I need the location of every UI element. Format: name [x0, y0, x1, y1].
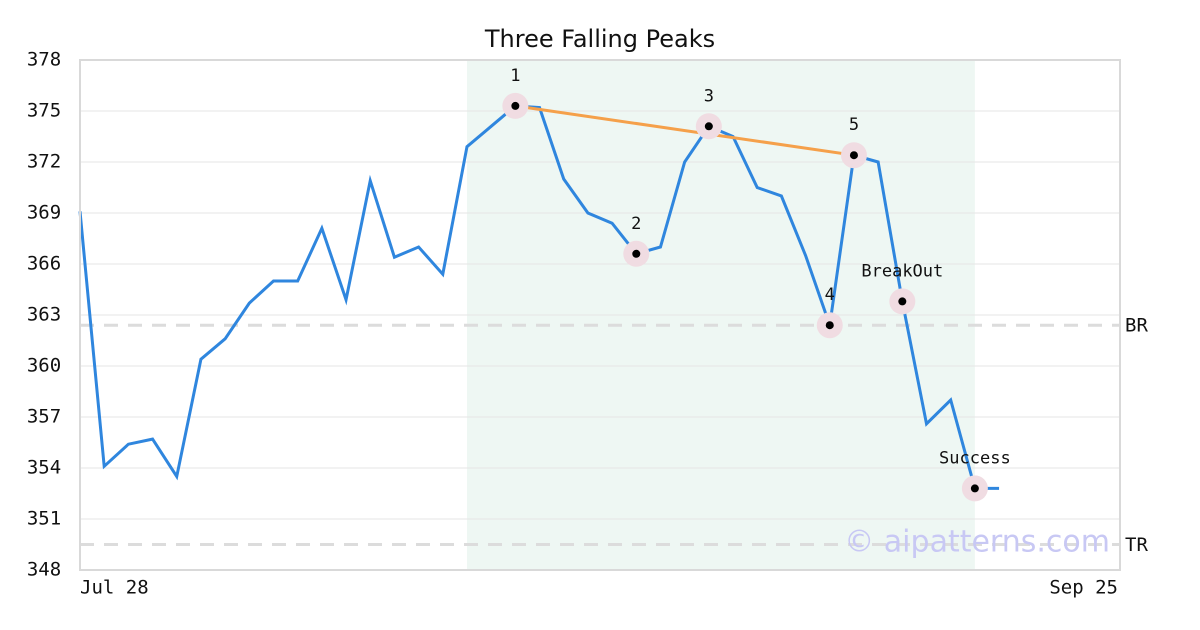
annotation-label: 3: [704, 86, 714, 106]
chart-title: Three Falling Peaks: [484, 25, 715, 53]
annotation-label: 4: [825, 285, 835, 305]
y-tick-label: 378: [27, 49, 61, 71]
y-tick-label: 372: [27, 151, 61, 173]
annotation-label: 2: [631, 214, 641, 234]
y-tick-label: 366: [27, 253, 61, 275]
annotation-label: 5: [849, 115, 859, 135]
trend-line: [515, 104, 855, 157]
y-tick-label: 360: [27, 355, 61, 377]
annotation-label: BreakOut: [861, 261, 943, 281]
annotation-label: 1: [510, 66, 520, 86]
annotation-label: Success: [939, 448, 1011, 468]
y-tick-label: 348: [27, 559, 61, 581]
watermark: © aipatterns.com: [844, 525, 1110, 560]
marker-dot: [898, 297, 907, 306]
marker-dot: [970, 484, 979, 493]
plot-frame: [79, 59, 1121, 571]
y-tick-label: 354: [27, 457, 61, 479]
marker-dot: [849, 151, 858, 160]
y-tick-label: 363: [27, 304, 61, 326]
price-line: [78, 104, 1000, 490]
y-tick-label: 357: [27, 406, 61, 428]
marker-dot: [632, 249, 641, 258]
level-label: BR: [1125, 315, 1148, 337]
level-label: TR: [1125, 534, 1148, 556]
x-tick-label: Sep 25: [1049, 577, 1118, 599]
marker-dot: [704, 122, 713, 131]
y-tick-label: 351: [27, 508, 61, 530]
y-tick-label: 375: [27, 100, 61, 122]
marker-dot: [825, 321, 834, 330]
y-tick-label: 369: [27, 202, 61, 224]
marker-dot: [511, 101, 520, 110]
x-tick-label: Jul 28: [80, 577, 149, 599]
